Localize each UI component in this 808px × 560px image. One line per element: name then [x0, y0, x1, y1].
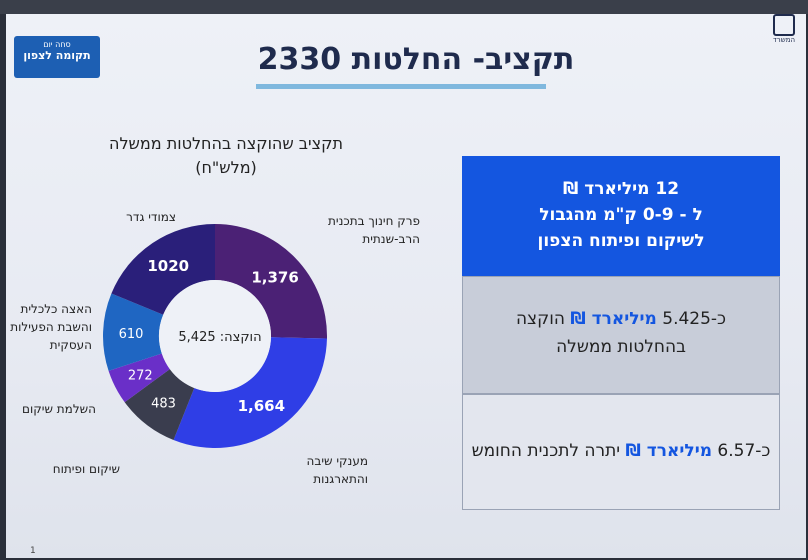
box2-post: הוקצה: [515, 309, 565, 329]
donut-slice: [108, 353, 170, 403]
box2-pre: כ-5.425: [662, 309, 727, 329]
logo-left-line1: סחה יום: [43, 40, 71, 49]
logo-left-line2: תקומה לצפון: [23, 49, 91, 62]
box3-post: יתרה לתכנית החומש: [471, 441, 621, 461]
donut-slice: [103, 293, 164, 371]
donut-chart: 1,376 1,664 483 272 610 1020: [103, 224, 327, 448]
donut-slice: [215, 224, 327, 339]
summary-box-allocated: כ-5.425 מיליארד ₪ הוקצה בהחלטות ממשלה: [462, 276, 780, 394]
slice-label-econ-line3: העסקית: [49, 338, 92, 352]
screen-top-edge: [0, 0, 808, 14]
donut-hole: [159, 280, 271, 392]
slice-label-grants: מענקי שיבה והתארגנות: [268, 452, 368, 488]
box1-line2: ל - 0-9 ק"מ מהגבול: [539, 205, 703, 225]
donut-slice: [173, 337, 327, 448]
chart-title: תקציב שהוקצה בהחלטות ממשלה (מלש"ח): [76, 132, 376, 180]
slice-label-econ-line2: והשבת הפעילות: [10, 320, 92, 334]
slide-title: תקציב- החלטות 2330: [257, 42, 575, 77]
page-number: 1: [30, 546, 36, 556]
box1-line1: 12 מיליארד ₪: [562, 179, 680, 199]
donut-slice: [111, 224, 215, 315]
donut-value-label: 1,664: [238, 397, 285, 415]
slice-label-econ-line1: האצה כלכלית: [20, 302, 92, 316]
donut-value-label: 1,376: [251, 268, 298, 286]
slice-label-fence: צמודי גדר: [126, 210, 176, 224]
logo-right-line1: המשרד: [772, 36, 796, 44]
donut-value-label: 610: [119, 327, 144, 342]
box3-accent: מיליארד ₪: [625, 441, 713, 461]
donut-slice: [124, 369, 195, 441]
summary-box-remaining: כ-6.57 מיליארד ₪ יתרה לתכנית החומש: [462, 394, 780, 510]
title-underline: [256, 84, 546, 89]
box3-pre: כ-6.57: [717, 441, 771, 461]
logo-right: המשרד: [766, 14, 802, 50]
slice-label-education-line2: הרב-שנתית: [362, 232, 420, 246]
donut-value-label: 1020: [147, 257, 189, 275]
summary-box-total: 12 מיליארד ₪ ל - 0-9 ק"מ מהגבול לשיקום ו…: [462, 156, 780, 276]
slice-label-grants-line2: והתארגנות: [313, 472, 368, 486]
presentation-slide: סחה יום תקומה לצפון המשרד תקציב- החלטות …: [6, 14, 806, 558]
box2-accent: מיליארד ₪: [570, 309, 657, 329]
chart-title-line2: (מלש"ח): [195, 158, 257, 177]
box2-line1: כ-5.425 מיליארד ₪ הוקצה: [463, 305, 779, 333]
slice-label-rehab: שיקום ופיתוח: [52, 462, 120, 476]
box1-line3: לשיקום ופיתוח הצפון: [537, 231, 705, 251]
slice-label-education-line1: פרק חינוך בתכנית: [328, 214, 420, 228]
box2-line2: בהחלטות ממשלה: [556, 337, 686, 357]
donut-center-label: הוקצה: 5,425: [178, 330, 262, 345]
slice-label-grants-line1: מענקי שיבה: [306, 454, 368, 468]
donut-value-label: 272: [128, 368, 153, 383]
chart-title-line1: תקציב שהוקצה בהחלטות ממשלה: [108, 134, 343, 153]
slice-label-education: פרק חינוך בתכנית הרב-שנתית: [320, 212, 420, 248]
slice-label-complete: השלמת שיקום: [22, 402, 96, 416]
emblem-icon: [773, 14, 795, 36]
donut-value-label: 483: [151, 396, 176, 411]
slice-label-econ: האצה כלכלית והשבת הפעילות העסקית: [4, 300, 92, 354]
logo-left: סחה יום תקומה לצפון: [14, 36, 100, 78]
